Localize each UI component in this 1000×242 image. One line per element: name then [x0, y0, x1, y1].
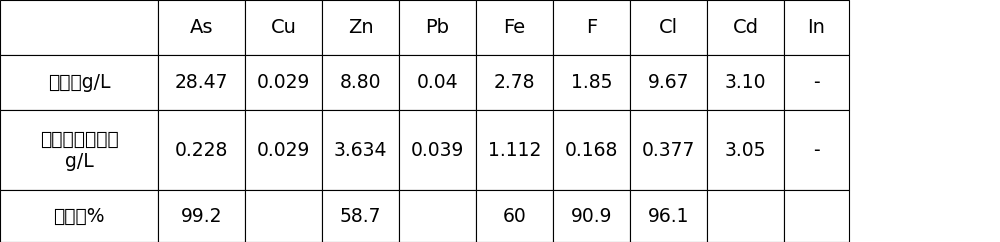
Text: As: As: [190, 18, 213, 37]
Text: Fe: Fe: [503, 18, 526, 37]
Text: -: -: [813, 73, 820, 92]
Bar: [476, 190, 553, 242]
Text: Cu: Cu: [271, 18, 296, 37]
Text: 1.85: 1.85: [571, 73, 612, 92]
Text: 0.168: 0.168: [565, 141, 618, 160]
Bar: [245, 0, 322, 55]
Text: 2.78: 2.78: [494, 73, 535, 92]
Text: 旋流电解后液，
g/L: 旋流电解后液， g/L: [40, 130, 118, 171]
Text: 58.7: 58.7: [340, 207, 381, 226]
Bar: [399, 0, 476, 55]
Bar: [0, 190, 158, 242]
Text: 3.634: 3.634: [334, 141, 387, 160]
Text: 8.80: 8.80: [340, 73, 381, 92]
Bar: [784, 55, 849, 110]
Text: 0.029: 0.029: [257, 141, 310, 160]
Text: 0.377: 0.377: [642, 141, 695, 160]
Bar: [322, 190, 399, 242]
Text: 0.029: 0.029: [257, 73, 310, 92]
Text: F: F: [586, 18, 597, 37]
Bar: [784, 110, 849, 190]
Bar: [322, 0, 399, 55]
Bar: [630, 190, 707, 242]
Text: 60: 60: [503, 207, 526, 226]
Bar: [476, 110, 553, 190]
Text: 脱除率%: 脱除率%: [53, 207, 105, 226]
Text: 28.47: 28.47: [175, 73, 228, 92]
Bar: [553, 190, 630, 242]
Text: Pb: Pb: [426, 18, 450, 37]
Text: 9.67: 9.67: [648, 73, 689, 92]
Text: 滤液，g/L: 滤液，g/L: [48, 73, 110, 92]
Bar: [476, 55, 553, 110]
Bar: [322, 110, 399, 190]
Bar: [158, 110, 245, 190]
Text: Zn: Zn: [348, 18, 373, 37]
Bar: [553, 55, 630, 110]
Bar: [707, 0, 784, 55]
Bar: [630, 0, 707, 55]
Bar: [630, 55, 707, 110]
Text: 0.039: 0.039: [411, 141, 464, 160]
Text: 99.2: 99.2: [181, 207, 222, 226]
Bar: [245, 190, 322, 242]
Bar: [322, 55, 399, 110]
Text: 3.10: 3.10: [725, 73, 766, 92]
Text: 90.9: 90.9: [571, 207, 612, 226]
Bar: [158, 55, 245, 110]
Bar: [399, 55, 476, 110]
Text: 96.1: 96.1: [648, 207, 689, 226]
Bar: [630, 110, 707, 190]
Text: 0.228: 0.228: [175, 141, 228, 160]
Text: Cl: Cl: [659, 18, 678, 37]
Text: In: In: [808, 18, 825, 37]
Text: 0.04: 0.04: [417, 73, 458, 92]
Bar: [158, 190, 245, 242]
Bar: [399, 110, 476, 190]
Bar: [0, 110, 158, 190]
Text: 3.05: 3.05: [725, 141, 766, 160]
Bar: [0, 0, 158, 55]
Bar: [707, 110, 784, 190]
Bar: [0, 55, 158, 110]
Bar: [784, 0, 849, 55]
Bar: [476, 0, 553, 55]
Bar: [245, 110, 322, 190]
Bar: [553, 0, 630, 55]
Bar: [245, 55, 322, 110]
Text: 1.112: 1.112: [488, 141, 541, 160]
Text: -: -: [813, 141, 820, 160]
Bar: [553, 110, 630, 190]
Bar: [158, 0, 245, 55]
Bar: [399, 190, 476, 242]
Bar: [784, 190, 849, 242]
Bar: [707, 55, 784, 110]
Bar: [707, 190, 784, 242]
Text: Cd: Cd: [732, 18, 758, 37]
